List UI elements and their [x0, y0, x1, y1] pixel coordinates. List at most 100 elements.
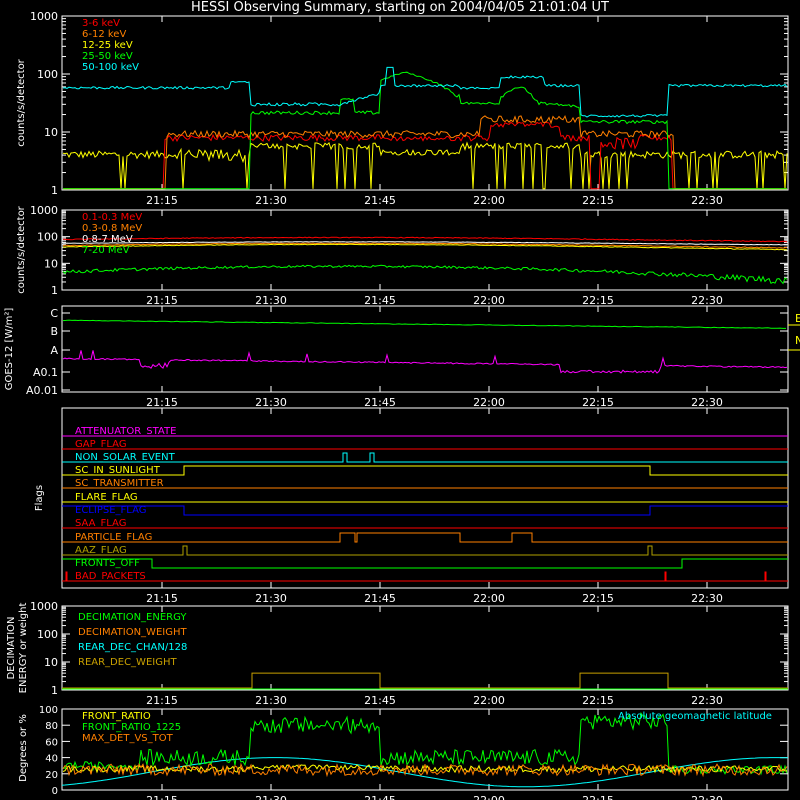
goes-right-label: N [795, 334, 800, 347]
flags-xtick-label: 21:30 [255, 592, 287, 605]
flags-xtick-label: 22:15 [582, 592, 614, 605]
goes-ylabel: GOES-12 [W/m²] [4, 308, 15, 391]
highE-ytick-label: 100 [37, 231, 58, 244]
lowE-ytick-label: 1000 [30, 10, 58, 23]
lowE-xtick-label: 22:15 [582, 194, 614, 207]
series-6-12kev [63, 114, 787, 190]
ratio-xtick-label: 22:00 [473, 794, 505, 800]
series-front-ratio-1225 [62, 712, 788, 776]
page-title: HESSI Observing Summary, starting on 200… [191, 0, 609, 15]
ratio-ylabel: Degrees or % [18, 714, 29, 782]
flags-xtick-label: 22:00 [473, 592, 505, 605]
highE-legend-item: 0.1-0.3 MeV [82, 212, 142, 223]
series-25-50kev [63, 71, 787, 190]
decim-xtick-label: 22:30 [691, 694, 723, 707]
highE-legend-item: 0.8-7 MeV [82, 234, 133, 245]
ratio-xtick-label: 21:45 [364, 794, 396, 800]
goes-frame [61, 305, 789, 393]
decim-ytick-label: 1 [51, 684, 58, 697]
series-front-ratio [62, 764, 788, 774]
ratio-xtick-label: 22:30 [691, 794, 723, 800]
series-yellow [62, 243, 788, 251]
flag-label: FLARE_FLAG [75, 492, 138, 503]
highE-xtick-label: 22:30 [691, 294, 723, 307]
flag-label: PARTICLE_FLAG [75, 532, 152, 543]
series-50-100kev [62, 66, 788, 118]
ratio-xtick-label: 22:15 [582, 794, 614, 800]
highE-xtick-label: 21:45 [364, 294, 396, 307]
goes-ytick-label: B [50, 325, 58, 338]
decim-ylabel: ENERGY or weight [18, 603, 29, 694]
goes-xtick-label: 21:15 [146, 396, 178, 409]
flag-label: ATTENUATOR_STATE [75, 426, 176, 437]
decim-ytick-label: 1000 [30, 600, 58, 613]
lowE-legend-item: 6-12 keV [82, 29, 126, 40]
lowE-legend-item: 12-25 keV [82, 40, 133, 51]
lowE-xtick-label: 22:00 [473, 194, 505, 207]
flag-label: ECLIPSE_FLAG [75, 505, 146, 516]
flag-label: NON_SOLAR_EVENT [75, 452, 176, 463]
ratio-ytick-label: 100 [39, 705, 58, 716]
series-goes-short [62, 350, 788, 374]
highE-xtick-label: 21:30 [255, 294, 287, 307]
lowE-frame [61, 15, 789, 191]
flags-xtick-label: 22:30 [691, 592, 723, 605]
series-goes-long [62, 319, 786, 329]
flag-label: GAP_FLAG [75, 439, 127, 450]
goes-right-label: E [795, 312, 800, 325]
decim-legend-item: REAR_DEC_CHAN/128 [78, 642, 187, 653]
decim-legend-item: DECIMATION_ENERGY [78, 612, 187, 623]
highE-ytick-label: 10 [44, 257, 58, 270]
decim-xtick-label: 21:15 [146, 694, 178, 707]
series-0.1-0.3mev [63, 236, 788, 243]
lowE-ytick-label: 100 [37, 68, 58, 81]
flags-frame [61, 407, 789, 589]
highE-xtick-label: 21:15 [146, 294, 178, 307]
lowE-xtick-label: 21:15 [146, 194, 178, 207]
lowE-legend-item: 3-6 keV [82, 18, 120, 29]
decim-xtick-label: 22:00 [473, 694, 505, 707]
flags-xtick-label: 21:45 [364, 592, 396, 605]
series-max-det-vs-tot [62, 762, 788, 778]
flag-trace [62, 465, 788, 476]
lowE-xtick-label: 21:45 [364, 194, 396, 207]
flag-label: FRONTS_OFF [75, 558, 140, 569]
decim-ytick-label: 100 [37, 628, 58, 641]
lowE-legend-item: 50-100 keV [82, 62, 139, 73]
decim-xtick-label: 22:15 [582, 694, 614, 707]
highE-legend-item: 0.3-0.8 MeV [82, 223, 142, 234]
ratio-xtick-label: 21:30 [255, 794, 287, 800]
decim-ylabel: DECIMATION [6, 616, 17, 679]
decim-ytick-label: 10 [44, 656, 58, 669]
flags-xtick-label: 21:15 [146, 592, 178, 605]
decim-legend-item: REAR_DEC_WEIGHT [78, 657, 177, 668]
ratio-ytick-label: 80 [45, 721, 58, 732]
flag-label: SC_TRANSMITTER [75, 478, 164, 489]
highE-xtick-label: 22:00 [473, 294, 505, 307]
flag-label: AAZ_FLAG [75, 545, 127, 556]
highE-legend-item: 7-20 MeV [82, 245, 130, 256]
lowE-ytick-label: 1 [51, 184, 58, 197]
flag-trace [62, 571, 788, 582]
lowE-xtick-label: 22:30 [691, 194, 723, 207]
ratio-ytick-label: 40 [45, 754, 58, 765]
highE-ylabel: counts/s/detector [16, 205, 27, 293]
ratio-legend-item: FRONT_RATIO [82, 711, 151, 722]
highE-ytick-label: 1 [51, 284, 58, 297]
goes-xtick-label: 21:30 [255, 396, 287, 409]
flag-trace [62, 545, 788, 556]
lowE-xtick-label: 21:30 [255, 194, 287, 207]
ratio-legend-item: FRONT_RATIO_1225 [82, 722, 181, 733]
goes-ytick-label: A0.01 [26, 384, 58, 397]
series-0.3-0.8mev [62, 242, 788, 249]
ratio-ytick-label: 60 [45, 737, 58, 748]
series-12-25kev [62, 141, 788, 190]
goes-xtick-label: 22:15 [582, 396, 614, 409]
flag-trace [62, 558, 788, 569]
ratio-xtick-label: 21:15 [146, 794, 178, 800]
flag-label: SAA_FLAG [75, 518, 126, 529]
highE-frame [61, 209, 789, 291]
series-rear-dec-weight [62, 672, 788, 689]
decim-xtick-label: 21:30 [255, 694, 287, 707]
